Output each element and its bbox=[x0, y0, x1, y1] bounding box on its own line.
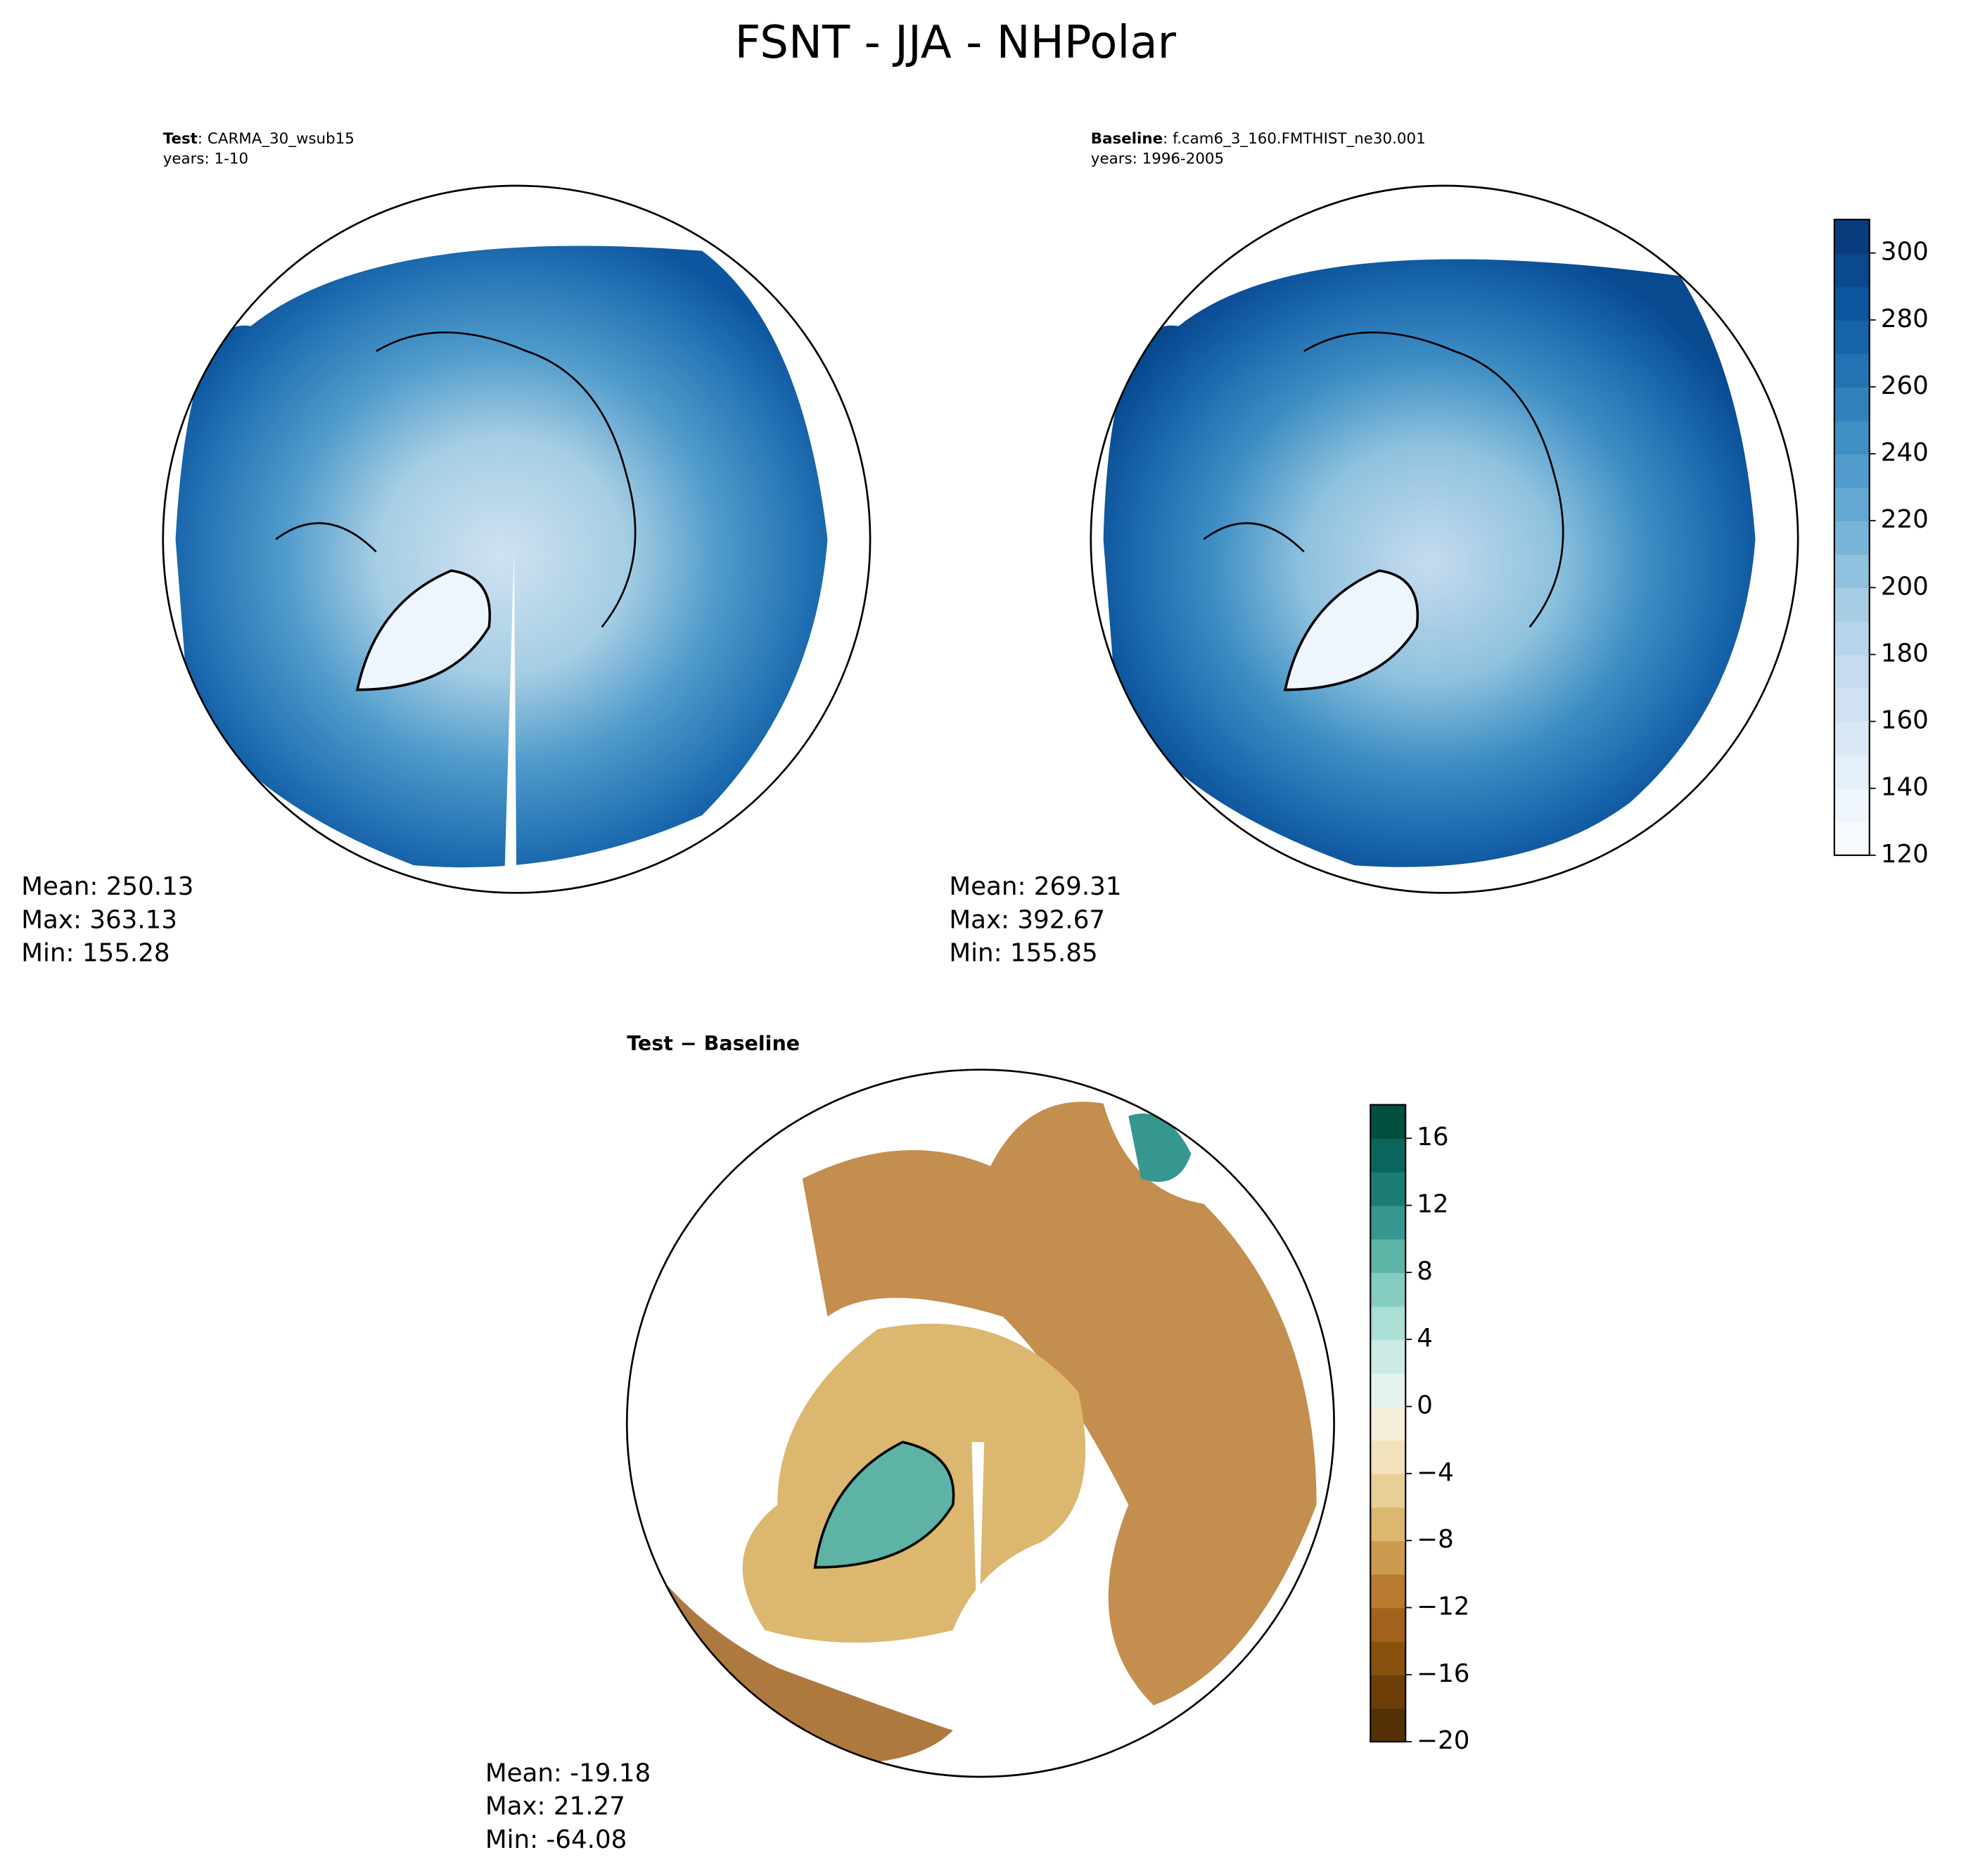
stat-text: Min: 155.85 bbox=[949, 939, 1097, 968]
panel-title: Test − Baseline bbox=[627, 1032, 800, 1055]
panel-case: : CARMA_30_wsub15 bbox=[198, 130, 355, 148]
colorbar-band bbox=[1834, 253, 1870, 288]
colorbar-band bbox=[1370, 1205, 1406, 1240]
colorbar-tick-label: −20 bbox=[1417, 1726, 1469, 1755]
colorbar-band bbox=[1370, 1171, 1406, 1206]
colorbar-band bbox=[1370, 1306, 1406, 1341]
colorbar-band bbox=[1834, 654, 1870, 689]
colorbar-tick-label: −4 bbox=[1417, 1458, 1454, 1487]
map bbox=[1103, 259, 1756, 867]
colorbar-band bbox=[1834, 219, 1870, 254]
colorbar-band bbox=[1370, 1574, 1406, 1609]
colorbar-tick-label: 0 bbox=[1417, 1391, 1433, 1420]
colorbar-band bbox=[1370, 1507, 1406, 1542]
colorbar-band bbox=[1370, 1540, 1406, 1575]
colorbar-band bbox=[1834, 319, 1870, 355]
colorbar-band bbox=[1834, 420, 1870, 454]
colorbar-band bbox=[1370, 1339, 1406, 1374]
colorbar-band bbox=[1370, 1138, 1406, 1173]
panel-case: : f.cam6_3_160.FMTHIST_ne30.001 bbox=[1163, 130, 1426, 148]
figure-title: FSNT - JJA - NHPolar bbox=[735, 16, 1177, 69]
colorbar-tick-label: 180 bbox=[1881, 639, 1929, 668]
colorbar-band bbox=[1370, 1674, 1406, 1709]
colorbar-band bbox=[1834, 487, 1870, 522]
stat-text: Mean: 269.31 bbox=[949, 872, 1121, 901]
colorbar-band bbox=[1370, 1272, 1406, 1307]
stat-text: Mean: 250.13 bbox=[21, 872, 193, 901]
colorbar-tick-label: 4 bbox=[1417, 1324, 1433, 1353]
colorbar-band bbox=[1834, 454, 1870, 488]
colorbar-tick-label: 220 bbox=[1881, 505, 1929, 534]
stat-text: Max: 21.27 bbox=[485, 1792, 625, 1821]
colorbar-tick-label: −16 bbox=[1417, 1659, 1469, 1688]
stat-text: Max: 363.13 bbox=[21, 905, 177, 934]
colorbar-band bbox=[1834, 587, 1870, 622]
colorbar-tick-label: 12 bbox=[1417, 1190, 1448, 1219]
colorbar-band bbox=[1370, 1607, 1406, 1642]
map bbox=[175, 245, 828, 893]
colorbar-tick-label: 280 bbox=[1881, 305, 1929, 333]
panel-years: years: 1-10 bbox=[163, 151, 248, 168]
colorbar-band bbox=[1370, 1473, 1406, 1508]
colorbar-tick-label: 120 bbox=[1881, 840, 1929, 869]
stat-text: Min: -64.08 bbox=[485, 1825, 627, 1854]
panel-years: years: 1996-2005 bbox=[1091, 151, 1224, 168]
colorbar-band bbox=[1370, 1406, 1406, 1441]
panel-label: Baseline bbox=[1091, 130, 1163, 148]
stat-text: Max: 392.67 bbox=[949, 905, 1105, 934]
colorbar-band bbox=[1834, 286, 1870, 321]
colorbar-band bbox=[1834, 788, 1870, 823]
panel-title: Test: CARMA_30_wsub15 bbox=[163, 130, 355, 148]
stat-text: Min: 155.28 bbox=[21, 939, 170, 968]
colorbar-band bbox=[1834, 521, 1870, 555]
colorbar-band bbox=[1370, 1708, 1406, 1742]
colorbar-band bbox=[1834, 554, 1870, 589]
colorbar-band bbox=[1370, 1641, 1406, 1676]
colorbar-tick-label: −8 bbox=[1417, 1525, 1454, 1554]
colorbar-band bbox=[1834, 755, 1870, 789]
colorbar-band bbox=[1834, 721, 1870, 756]
colorbar-tick-label: 260 bbox=[1881, 371, 1929, 400]
colorbar-tick-label: 300 bbox=[1881, 238, 1929, 267]
colorbar-band bbox=[1834, 386, 1870, 421]
colorbar-tick-label: 240 bbox=[1881, 438, 1929, 467]
colorbar-frame bbox=[1370, 1104, 1407, 1743]
panel-label: Test bbox=[163, 130, 198, 148]
colorbar-band bbox=[1834, 353, 1870, 388]
map bbox=[651, 1102, 1317, 1764]
colorbar-frame bbox=[1833, 219, 1870, 856]
panel-title: Baseline: f.cam6_3_160.FMTHIST_ne30.001 bbox=[1091, 130, 1426, 148]
colorbar-band bbox=[1834, 822, 1870, 856]
colorbar-band bbox=[1370, 1440, 1406, 1474]
colorbar-band bbox=[1834, 688, 1870, 722]
colorbar-tick-label: 140 bbox=[1881, 773, 1929, 802]
colorbar-tick-label: 16 bbox=[1417, 1123, 1448, 1151]
colorbar-band bbox=[1370, 1239, 1406, 1273]
colorbar-tick-label: −12 bbox=[1417, 1592, 1469, 1621]
colorbar-band bbox=[1370, 1104, 1406, 1140]
colorbar-tick-label: 160 bbox=[1881, 706, 1929, 735]
colorbar-tick-label: 200 bbox=[1881, 572, 1929, 601]
colorbar-band bbox=[1370, 1372, 1406, 1408]
stat-text: Mean: -19.18 bbox=[485, 1759, 651, 1787]
colorbar-band bbox=[1834, 620, 1870, 656]
colorbar-tick-label: 8 bbox=[1417, 1257, 1433, 1286]
